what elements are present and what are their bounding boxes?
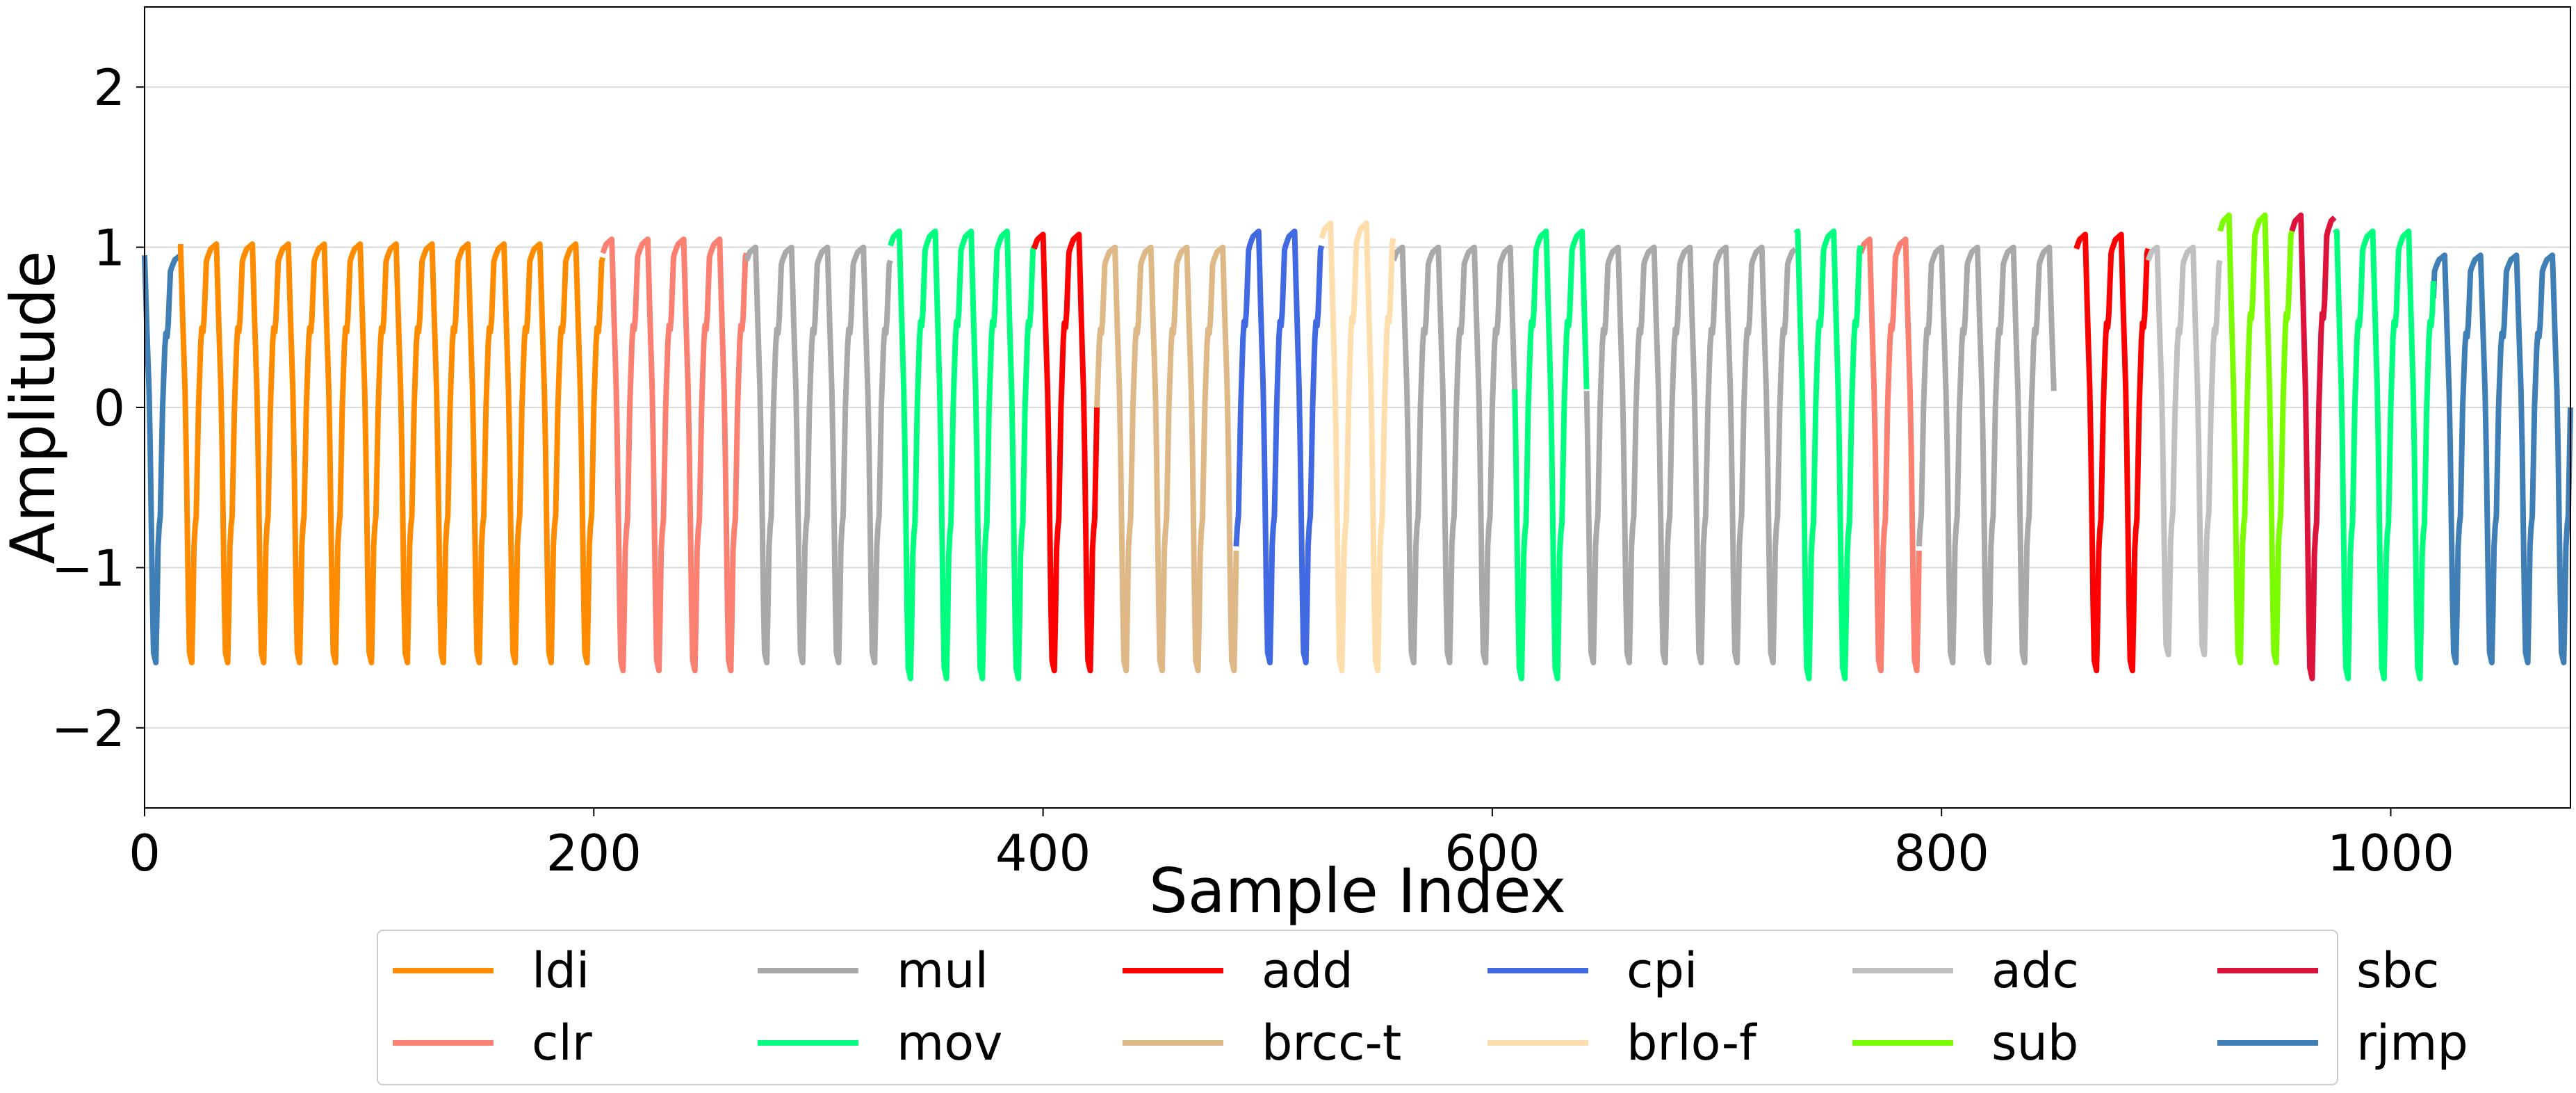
legend: ldi clr mul mov add brcc-t cpi brlo-f adc sub sbc r… (377, 930, 2468, 1085)
series-line-ldi (177, 241, 606, 665)
legend-label-cpi: cpi (1627, 942, 1697, 999)
series-line-mul (744, 244, 893, 665)
x-axis-label: Sample Index (1149, 855, 1566, 927)
series-line-cpi (1233, 228, 1325, 665)
y-tick-label: 1 (93, 219, 125, 277)
series-line-mul (1583, 244, 1798, 665)
x-tick-label: 400 (995, 824, 1091, 882)
series-line-rjmp (2430, 252, 2573, 665)
x-tick-label: 0 (129, 824, 161, 882)
y-tick-label: −1 (51, 539, 125, 597)
series-line-sbc (2289, 212, 2337, 681)
series-line-brlo-f (1319, 220, 1396, 674)
x-axis-ticks: 0 200 400 600 800 1000 (129, 808, 2454, 882)
x-tick-label: 1000 (2327, 824, 2454, 882)
series-line-brcc-t (1094, 244, 1239, 674)
legend-label-sbc: sbc (2356, 942, 2439, 999)
series-line-sub (2217, 212, 2295, 665)
legend-frame (377, 930, 2338, 1085)
legend-label-mul: mul (897, 942, 988, 999)
y-tick-label: 0 (93, 379, 125, 437)
legend-label-brcc-t: brcc-t (1262, 1014, 1401, 1071)
legend-label-sub: sub (1991, 1014, 2078, 1071)
series-line-clr (1858, 236, 1922, 674)
series-line-clr (600, 236, 749, 674)
series-line-mov (1512, 228, 1590, 681)
series-line-mov (2332, 228, 2436, 681)
series-line-rjmp (142, 252, 183, 665)
series-line-mul (1390, 244, 1518, 665)
legend-label-brlo-f: brlo-f (1627, 1014, 1757, 1071)
series-line-add (2073, 232, 2151, 674)
series-line-mul (1916, 244, 2057, 665)
legend-label-mov: mov (897, 1014, 1002, 1071)
legend-label-rjmp: rjmp (2356, 1014, 2468, 1071)
legend-label-ldi: ldi (532, 942, 589, 999)
legend-label-clr: clr (532, 1014, 592, 1071)
series-line-mov (888, 228, 1037, 681)
y-tick-label: 2 (93, 58, 125, 117)
x-tick-label: 800 (1893, 824, 1989, 882)
series-line-adc (2145, 244, 2223, 658)
series-line-add (1031, 232, 1100, 674)
series-line-mov (1793, 228, 1864, 681)
y-tick-label: −2 (51, 699, 125, 758)
legend-label-add: add (1262, 942, 1353, 999)
y-axis-ticks: −2 −1 0 1 2 (51, 58, 145, 758)
x-tick-label: 200 (546, 824, 642, 882)
series-lines (142, 212, 2573, 681)
legend-label-adc: adc (1991, 942, 2079, 999)
x-tick-label: 600 (1444, 824, 1540, 882)
y-axis-label: Amplitude (0, 251, 69, 565)
